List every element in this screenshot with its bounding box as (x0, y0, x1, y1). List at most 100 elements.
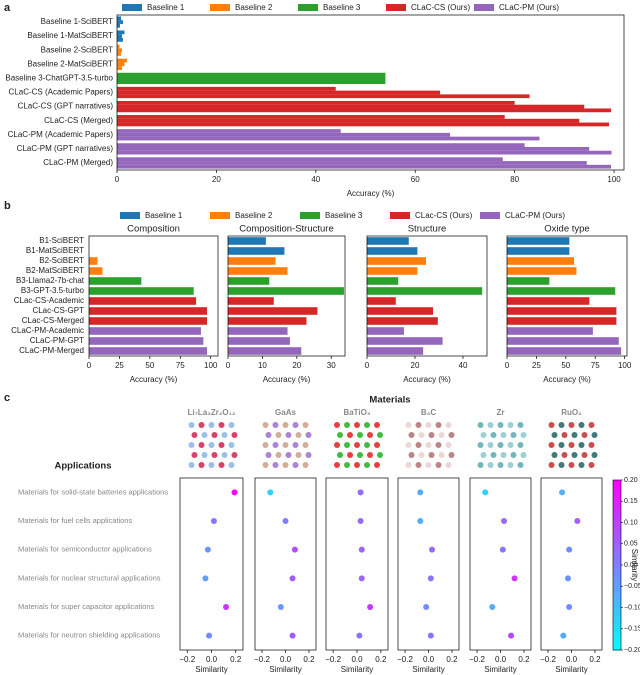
colorbar-step (613, 628, 621, 634)
crystal-atom (487, 422, 494, 428)
category-label: Baseline 1-MatSciBERT (27, 31, 113, 40)
crystal-atom (561, 432, 568, 438)
category-label: CLaC-CS (Merged) (44, 116, 113, 125)
x-axis-label: Accuracy (%) (263, 375, 311, 384)
x-tick-label: 20 (292, 361, 301, 370)
material-name: BaTiO₃ (343, 408, 370, 417)
crystal-atom (477, 442, 484, 448)
crystal-atom (208, 422, 215, 428)
x-tick-label: 0.0 (351, 655, 363, 664)
bar (117, 23, 120, 28)
crystal-atom (262, 422, 269, 428)
crystal-atom (558, 442, 565, 448)
x-tick-label: 0 (115, 175, 120, 184)
crystal-atom (548, 422, 555, 428)
dot (204, 546, 211, 553)
crystal-atom (272, 442, 279, 448)
dot (427, 632, 434, 639)
dot (508, 632, 515, 639)
crystal-atom (568, 462, 575, 468)
dot (482, 489, 489, 496)
crystal-atom (591, 432, 598, 438)
x-tick-label: 30 (327, 361, 336, 370)
colorbar-step (613, 641, 621, 647)
bar (507, 327, 593, 335)
crystal-atom (272, 462, 279, 468)
crystal-atom (405, 422, 412, 428)
crystal-atom (500, 452, 507, 458)
crystal-atom (285, 452, 292, 458)
bar (117, 48, 122, 53)
bar (507, 317, 617, 325)
colorbar-step (613, 480, 621, 485)
bar (228, 307, 318, 315)
crystal-atom (262, 442, 269, 448)
bar (117, 108, 612, 113)
dot (210, 518, 217, 524)
bar (117, 122, 610, 127)
x-tick-label: 0.2 (446, 655, 458, 664)
crystal-atom (354, 462, 360, 468)
x-tick-label: 0.2 (375, 655, 387, 664)
crystal-atom (487, 462, 494, 468)
bar (117, 150, 612, 155)
bar (117, 115, 505, 119)
dot (223, 604, 230, 610)
colorbar-step (613, 599, 621, 604)
crystal-atom (520, 432, 527, 438)
bar (507, 257, 575, 265)
legend-label: Baseline 2 (235, 3, 273, 12)
legend-swatch (122, 4, 142, 11)
category-label: CLaC-CS (GPT narratives) (18, 102, 114, 111)
category-label: B3-Llama2-7b-chat (16, 276, 85, 285)
legend-label: CLaC-PM (Ours) (499, 3, 559, 12)
bar (117, 94, 530, 99)
crystal-atom (435, 462, 442, 468)
dot (501, 518, 508, 524)
x-tick-label: 20 (411, 361, 420, 370)
crystal-atom (551, 432, 558, 438)
x-tick-label: 0 (87, 361, 92, 370)
crystal-atom (517, 462, 524, 468)
bar (507, 237, 570, 245)
crystal-atom (191, 452, 198, 458)
x-tick-label: −0.2 (540, 655, 556, 664)
crystal-atom (507, 422, 514, 428)
subplot-title: Oxide type (544, 224, 589, 235)
bar (117, 136, 540, 141)
crystal-atom (228, 442, 235, 448)
crystal-atom (221, 452, 228, 458)
colorbar-step (613, 611, 621, 617)
legend-label: CLac-CS (Ours) (415, 211, 473, 220)
crystal-atom (188, 422, 195, 428)
x-tick-label: 40 (459, 361, 468, 370)
axes-frame (397, 477, 460, 651)
dot (358, 546, 365, 553)
x-tick-label: 100 (607, 175, 621, 184)
crystal-atom (292, 462, 299, 468)
panel-label: c (4, 392, 10, 404)
material-name: Li₇La₃Zr₂O₁₂ (188, 408, 236, 417)
colorbar-step (613, 518, 621, 523)
colorbar-step (613, 497, 621, 502)
bar (117, 157, 503, 162)
crystal-atom (418, 432, 425, 438)
x-axis-label: Similarity (195, 665, 227, 674)
crystal-atom (408, 452, 415, 458)
axes-frame (88, 235, 219, 357)
x-tick-label: 20 (212, 175, 221, 184)
bar (507, 287, 616, 295)
subplot-title: Composition (127, 224, 180, 235)
row-label: Materials for neutron shielding applicat… (18, 631, 160, 640)
bar (367, 337, 443, 345)
dot (357, 518, 364, 524)
x-tick-label: −0.2 (179, 655, 195, 664)
crystal-atom (428, 452, 435, 458)
bar (507, 297, 590, 305)
category-label: CLaC-PM (Academic Papers) (8, 130, 114, 139)
x-tick-label: 0.2 (303, 655, 315, 664)
crystal-atom (221, 432, 228, 438)
dot (202, 575, 209, 582)
colorbar-step (613, 492, 621, 498)
x-tick-label: 100 (618, 361, 632, 370)
